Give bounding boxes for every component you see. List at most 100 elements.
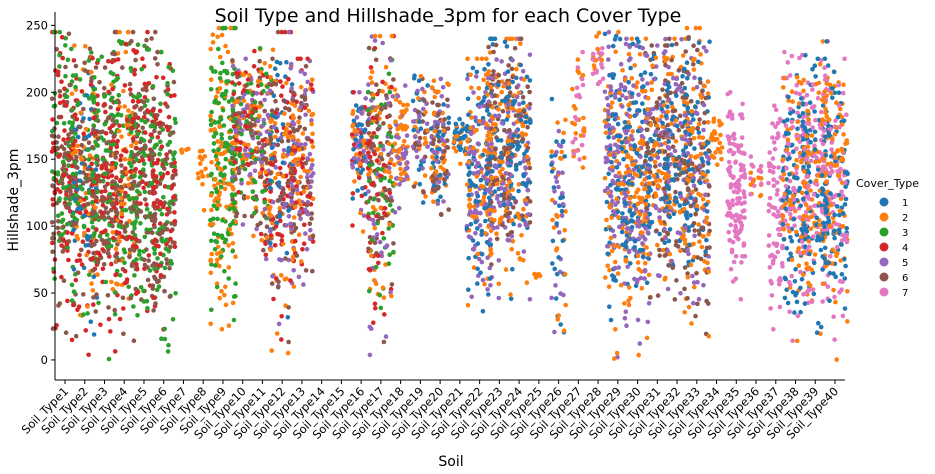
data-point <box>211 134 217 139</box>
data-point <box>142 173 148 178</box>
data-point <box>119 163 124 168</box>
data-point <box>216 197 221 202</box>
data-point <box>212 183 217 189</box>
data-point <box>95 260 101 265</box>
data-point <box>485 142 491 148</box>
data-point <box>492 189 498 194</box>
data-point <box>152 161 157 166</box>
data-point <box>212 100 217 105</box>
data-point <box>81 197 87 202</box>
data-point <box>224 79 229 84</box>
data-point <box>391 77 396 82</box>
data-point <box>453 134 458 139</box>
data-point <box>215 232 221 238</box>
data-point <box>382 210 387 216</box>
data-point <box>554 139 559 144</box>
data-point <box>215 89 221 95</box>
data-point <box>219 132 224 137</box>
data-point <box>487 265 493 271</box>
data-point <box>61 278 67 284</box>
data-point <box>167 294 173 299</box>
data-point <box>465 56 470 62</box>
data-point <box>234 120 239 125</box>
data-point <box>527 220 533 225</box>
data-point <box>239 131 244 137</box>
data-point <box>164 124 169 129</box>
data-point <box>507 145 513 151</box>
data-point <box>286 29 292 35</box>
data-point <box>142 197 148 202</box>
data-point <box>515 119 520 124</box>
data-point <box>488 247 493 253</box>
data-point <box>105 199 110 205</box>
data-point <box>431 111 437 117</box>
data-point <box>662 43 668 48</box>
data-point <box>168 236 173 242</box>
data-point <box>305 156 310 161</box>
data-point <box>200 148 205 154</box>
data-point <box>131 248 137 253</box>
data-point <box>627 107 632 112</box>
data-point <box>635 317 641 323</box>
data-point <box>552 200 558 205</box>
data-point <box>248 81 254 86</box>
data-point <box>611 43 616 49</box>
data-point <box>215 244 221 250</box>
data-point <box>61 237 66 242</box>
data-point <box>146 81 152 86</box>
data-point <box>195 171 201 176</box>
data-point <box>85 176 90 182</box>
data-point <box>167 201 172 206</box>
data-point <box>127 254 132 259</box>
data-point <box>294 99 299 105</box>
data-point <box>640 77 645 82</box>
data-point <box>391 249 396 255</box>
data-point <box>268 233 274 238</box>
data-point <box>464 226 470 231</box>
data-point <box>389 84 394 90</box>
data-point <box>367 154 373 160</box>
data-point <box>563 117 568 123</box>
data-point <box>392 182 398 187</box>
data-point <box>463 151 469 157</box>
data-point <box>246 90 251 95</box>
data-point <box>268 189 273 194</box>
data-point <box>479 201 484 207</box>
data-point <box>224 204 229 210</box>
data-point <box>680 53 686 58</box>
data-point <box>435 133 440 138</box>
data-point <box>171 194 177 199</box>
data-point <box>484 108 490 113</box>
data-point <box>159 229 165 234</box>
data-point <box>214 189 219 195</box>
data-point <box>657 149 662 154</box>
data-point <box>465 302 471 308</box>
data-point <box>421 106 426 112</box>
data-point <box>525 145 531 151</box>
data-point <box>212 177 218 182</box>
data-point <box>374 82 379 87</box>
data-point <box>111 235 116 241</box>
data-point <box>269 348 275 353</box>
data-point <box>556 313 561 318</box>
data-point <box>628 146 634 152</box>
data-point <box>257 104 263 110</box>
data-point <box>609 215 614 220</box>
data-point <box>267 178 273 183</box>
data-point <box>436 185 441 190</box>
data-point <box>622 281 627 286</box>
data-point <box>168 228 174 234</box>
data-point <box>226 323 232 329</box>
data-point <box>269 281 275 286</box>
data-point <box>243 83 249 88</box>
data-point <box>391 241 396 246</box>
data-point <box>632 113 638 119</box>
data-point <box>210 221 216 227</box>
data-point <box>268 171 274 176</box>
data-point <box>73 333 79 339</box>
data-point <box>637 247 643 253</box>
data-point <box>605 243 610 249</box>
data-point <box>487 154 493 159</box>
data-point <box>129 235 135 241</box>
data-point <box>165 92 170 97</box>
